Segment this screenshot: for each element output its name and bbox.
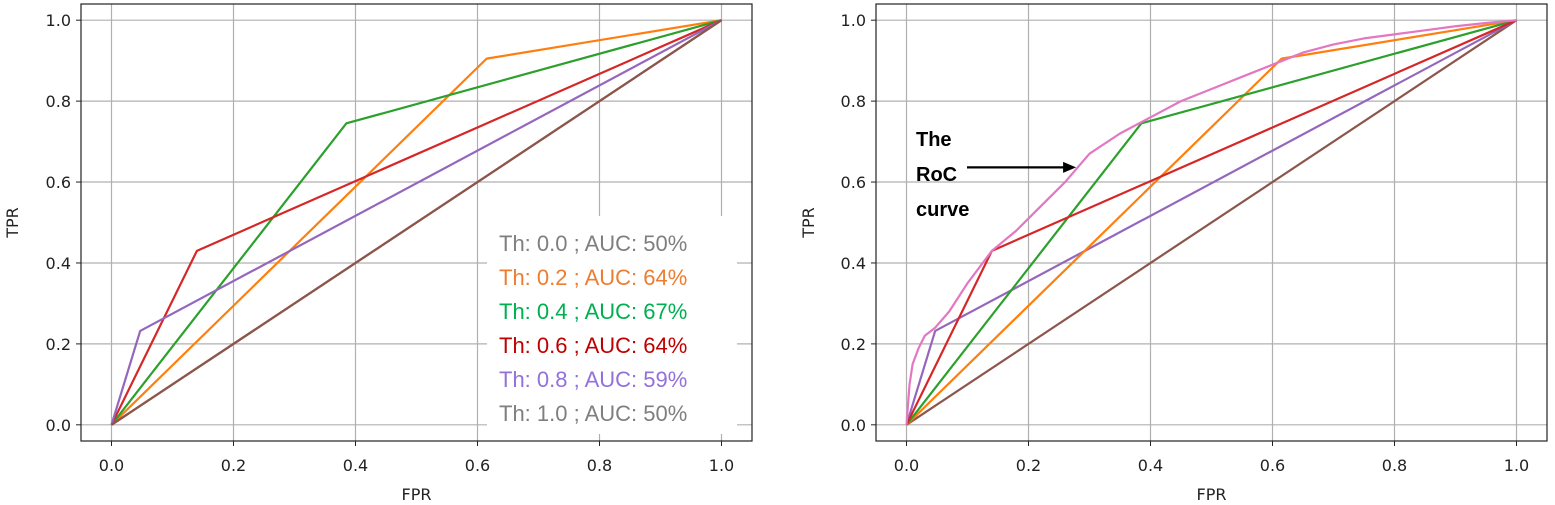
x-tick-label-4: 0.8 — [1382, 456, 1407, 475]
legend-entry-0: Th: 0.0 ; AUC: 50% — [499, 231, 687, 256]
y-tick-label-3: 0.6 — [46, 173, 71, 192]
series-line-1 — [110, 19, 722, 426]
series-line-1 — [905, 19, 1518, 426]
x-tick-label-5: 1.0 — [709, 456, 734, 475]
x-tick-label-4: 0.8 — [587, 456, 612, 475]
series-line-0 — [905, 19, 1518, 426]
x-tick-label-0: 0.0 — [99, 456, 124, 475]
x-tick-label-0: 0.0 — [894, 456, 919, 475]
x-tick-label-2: 0.4 — [343, 456, 368, 475]
y-tick-label-0: 0.0 — [841, 416, 866, 435]
annotation-line-0: The — [916, 129, 952, 151]
legend: Th: 0.0 ; AUC: 50% Th: 0.2 ; AUC: 64% Th: … — [487, 216, 737, 434]
y-tick-label-4: 0.8 — [46, 92, 71, 111]
series-line-2 — [905, 19, 1517, 426]
legend-entry-2: Th: 0.4 ; AUC: 67% — [499, 299, 687, 324]
series-line-5 — [905, 19, 1517, 425]
y-tick-label-1: 0.2 — [46, 335, 71, 354]
x-tick-label-5: 1.0 — [1504, 456, 1529, 475]
y-tick-label-5: 1.0 — [46, 11, 71, 30]
x-axis-label: FPR — [402, 485, 432, 504]
series-line-3 — [110, 19, 722, 426]
x-tick-label-1: 0.2 — [221, 456, 246, 475]
roc-annotation: The RoC curve — [916, 129, 1077, 221]
annotation-line-1: RoC — [916, 164, 957, 186]
series-line-5 — [110, 19, 723, 426]
series-line-4 — [110, 19, 723, 426]
y-tick-label-1: 0.2 — [841, 335, 866, 354]
annotation-arrow-head — [1063, 161, 1077, 173]
y-tick-label-4: 0.8 — [841, 92, 866, 111]
x-tick-label-1: 0.2 — [1016, 456, 1041, 475]
roc-chart-thresholds: 0.0 0.0 0.2 0.2 0.4 0.4 0.6 0.6 0.8 0.8 1.0 1.0 FPR T… — [3, 3, 753, 504]
y-axis-label: TPR — [799, 207, 818, 239]
x-tick-label-3: 0.6 — [1260, 456, 1285, 475]
y-tick-label-3: 0.6 — [841, 173, 866, 192]
roc-chart-curve: 0.0 0.0 0.2 0.2 0.4 0.4 0.6 0.6 0.8 0.8 1.0 1.0 FPR T… — [799, 3, 1548, 504]
x-axis-label: FPR — [1197, 485, 1227, 504]
y-tick-label-5: 1.0 — [841, 11, 866, 30]
plot-frame — [875, 3, 1548, 442]
series-line-2 — [110, 19, 722, 426]
legend-box — [487, 216, 737, 434]
legend-entry-3: Th: 0.6 ; AUC: 64% — [499, 333, 687, 358]
x-tick-label-3: 0.6 — [465, 456, 490, 475]
y-axis-label: TPR — [3, 207, 22, 239]
y-tick-label-2: 0.4 — [841, 254, 866, 273]
legend-entry-4: Th: 0.8 ; AUC: 59% — [499, 367, 687, 392]
legend-entry-1: Th: 0.2 ; AUC: 64% — [499, 265, 687, 290]
plot-frame — [80, 3, 753, 442]
annotation-line-2: curve — [916, 199, 969, 221]
y-tick-label-2: 0.4 — [46, 254, 71, 273]
y-tick-label-0: 0.0 — [46, 416, 71, 435]
x-tick-label-2: 0.4 — [1138, 456, 1163, 475]
legend-entry-5: Th: 1.0 ; AUC: 50% — [499, 401, 687, 426]
